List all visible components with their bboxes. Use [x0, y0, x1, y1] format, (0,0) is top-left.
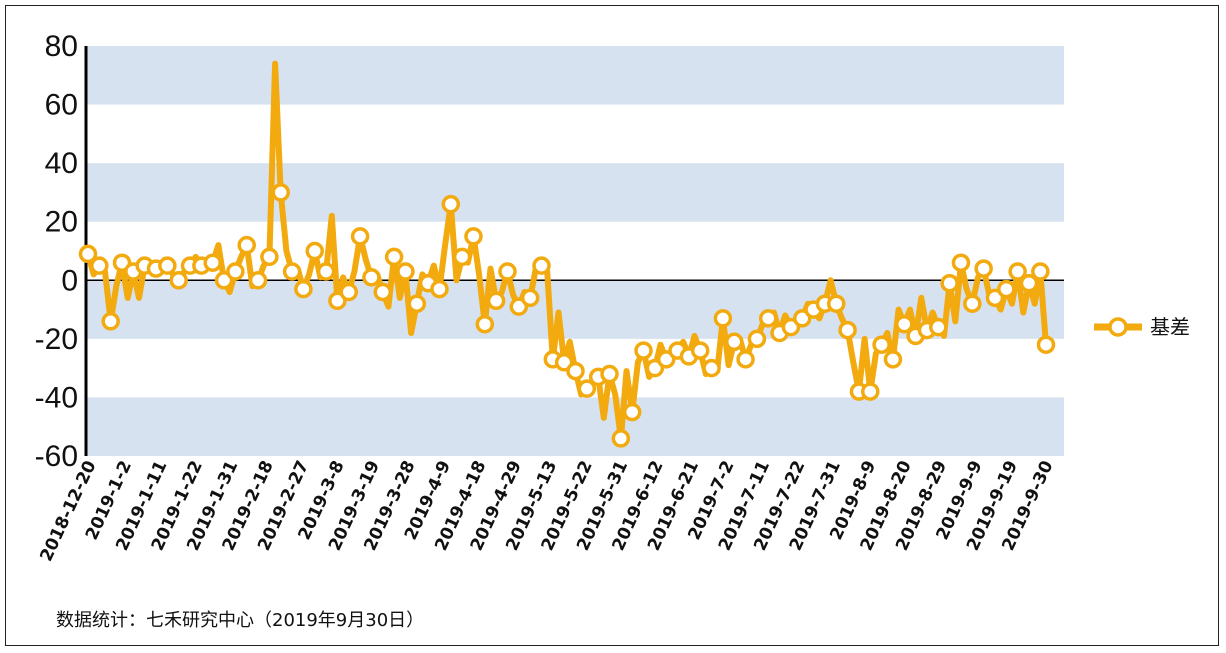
data-point [600, 364, 619, 384]
band [86, 163, 1064, 222]
y-tick-label: 0 [61, 264, 78, 297]
data-point [827, 294, 846, 313]
background-bands [86, 46, 1064, 456]
source-note: 数据统计：七禾研究中心（2019年9月30日） [56, 610, 425, 631]
data-point [305, 241, 324, 261]
data-point [872, 335, 891, 354]
data-point [282, 262, 302, 281]
data-point [736, 350, 755, 369]
data-point [1031, 262, 1050, 281]
data-point [974, 259, 993, 278]
data-point [350, 227, 370, 246]
data-point [158, 256, 177, 275]
data-point [532, 256, 551, 275]
data-point [1036, 335, 1056, 354]
data-point [951, 253, 971, 272]
data-point [373, 282, 393, 302]
data-point [362, 268, 381, 287]
y-tick-label: -60 [35, 440, 78, 473]
data-point [407, 294, 427, 313]
data-point [577, 379, 597, 398]
data-point [384, 247, 404, 267]
y-tick-label: 80 [45, 30, 78, 63]
y-tick-label: 60 [45, 89, 78, 122]
data-point [611, 429, 631, 448]
data-point [78, 244, 98, 264]
y-tick-label: 20 [45, 206, 78, 239]
data-point [861, 382, 880, 401]
data-point [396, 262, 415, 281]
data-point [883, 350, 903, 369]
data-point [997, 279, 1016, 299]
data-point [747, 329, 767, 349]
data-point [622, 402, 642, 422]
data-point [566, 361, 585, 381]
legend: 基差 [1094, 315, 1190, 339]
data-point [702, 358, 721, 378]
x-tick-label: 2018-12-20 [36, 458, 100, 565]
data-point [294, 279, 313, 299]
data-point [475, 314, 495, 334]
band [86, 397, 1064, 456]
data-point [713, 309, 733, 328]
y-tick-label: 40 [45, 147, 78, 180]
data-point [520, 288, 540, 308]
data-point [237, 235, 256, 255]
data-point [498, 262, 517, 281]
band [86, 46, 1064, 105]
data-point [226, 262, 245, 281]
series-markers [78, 183, 1056, 448]
data-point [452, 247, 472, 267]
data-point [895, 314, 914, 334]
data-point [441, 194, 461, 214]
y-axis: 80 60 40 20 0 -20 -40 -60 [35, 30, 1064, 473]
x-axis: 2018-12-202019-1-22019-1-112019-1-222019… [36, 458, 1057, 565]
y-tick-label: -40 [35, 381, 78, 414]
data-point [634, 341, 653, 360]
data-point [271, 183, 290, 202]
data-point [758, 309, 778, 328]
data-point [339, 282, 359, 302]
data-point [430, 279, 449, 299]
data-point [169, 271, 188, 290]
data-point [1019, 273, 1039, 293]
legend-label: 基差 [1150, 315, 1190, 339]
data-point [1008, 262, 1027, 281]
data-point [464, 227, 483, 246]
data-point [940, 273, 959, 293]
data-point [724, 332, 744, 352]
data-point [316, 262, 336, 281]
y-tick-label: -20 [35, 323, 78, 356]
data-point [486, 291, 506, 311]
series-basis [85, 60, 1049, 442]
data-point [203, 253, 222, 272]
data-point [963, 294, 982, 313]
data-point [260, 247, 279, 267]
data-point [248, 271, 268, 290]
data-point [101, 312, 120, 331]
data-point [90, 256, 109, 275]
series-line [85, 60, 1049, 442]
data-point [929, 317, 948, 337]
legend-marker [1108, 317, 1128, 337]
data-point [838, 320, 857, 340]
data-point [690, 341, 710, 360]
